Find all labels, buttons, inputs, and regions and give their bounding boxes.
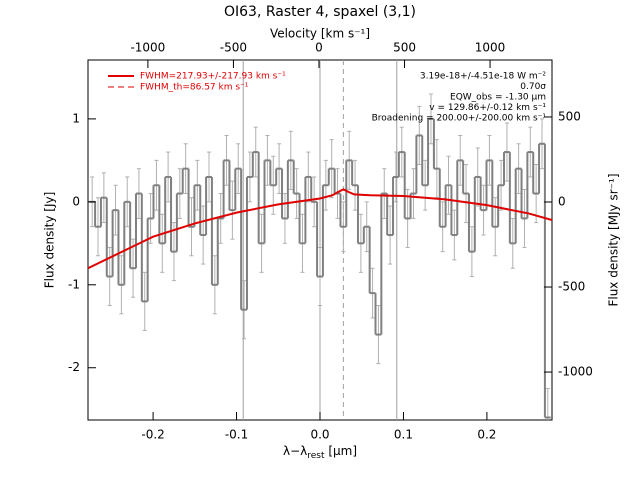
y-tick-label: -1 bbox=[68, 277, 80, 291]
chart-title: OI63, Raster 4, spaxel (3,1) bbox=[224, 4, 416, 20]
y-tick-label: -2 bbox=[68, 360, 80, 374]
x-axis-label: λ−λrest [μm] bbox=[283, 444, 357, 461]
top-tick-label: 1000 bbox=[475, 41, 506, 55]
x-tick-label: 0.2 bbox=[477, 428, 496, 442]
y2-tick-label: -500 bbox=[558, 280, 585, 294]
annotation: 3.19e-18+/-4.51e-18 W m⁻² bbox=[420, 72, 547, 82]
y-tick-label: 0 bbox=[72, 194, 80, 208]
x-label-sub: rest bbox=[307, 451, 325, 461]
y2-tick-label: 500 bbox=[558, 109, 581, 123]
y-axis-label: Flux density [Jy] bbox=[43, 192, 57, 289]
top-axis-label: Velocity [km s⁻¹] bbox=[270, 27, 370, 41]
annotation: v = 129.86+/-0.12 km s⁻¹ bbox=[429, 103, 546, 113]
top-tick-label: -1000 bbox=[130, 41, 165, 55]
y2-tick-label: 0 bbox=[558, 194, 566, 208]
top-tick-label: 500 bbox=[393, 41, 416, 55]
x-tick-label: -0.2 bbox=[141, 428, 164, 442]
x-label-main: λ−λ bbox=[283, 444, 307, 458]
annotation: 0.70σ bbox=[520, 82, 546, 92]
x-tick-label: -0.1 bbox=[225, 428, 248, 442]
legend-label: FWHM=217.93+/-217.93 km s⁻¹ bbox=[140, 72, 286, 82]
fit-curve bbox=[88, 188, 552, 270]
y2-axis-label: Flux density [MJy sr⁻¹] bbox=[607, 173, 621, 306]
annotation: EQW_obs = -1.30 μm bbox=[450, 93, 546, 103]
plot-area bbox=[88, 60, 552, 420]
x-label-unit: [μm] bbox=[325, 444, 358, 458]
annotation: Broadening = 200.00+/-200.00 km s⁻¹ bbox=[372, 114, 547, 124]
x-tick-label: 0.0 bbox=[310, 428, 329, 442]
y2-tick-label: -1000 bbox=[558, 365, 593, 379]
top-tick-label: -500 bbox=[220, 41, 247, 55]
x-tick-label: 0.1 bbox=[394, 428, 413, 442]
y-tick-label: 1 bbox=[72, 111, 80, 125]
legend-label: FWHM_th=86.57 km s⁻¹ bbox=[140, 83, 249, 93]
top-tick-label: 0 bbox=[315, 41, 323, 55]
